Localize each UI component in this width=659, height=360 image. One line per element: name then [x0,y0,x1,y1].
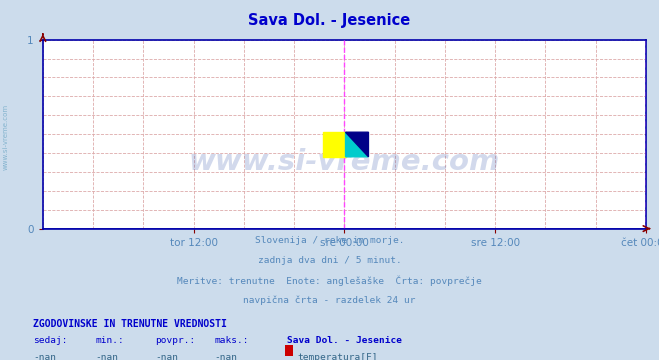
Text: www.si-vreme.com: www.si-vreme.com [2,104,9,170]
Text: -nan: -nan [33,353,56,360]
Text: min.:: min.: [96,336,125,345]
Text: ZGODOVINSKE IN TRENUTNE VREDNOSTI: ZGODOVINSKE IN TRENUTNE VREDNOSTI [33,319,227,329]
Text: navpična črta - razdelek 24 ur: navpična črta - razdelek 24 ur [243,295,416,305]
Text: temperatura[F]: temperatura[F] [298,353,378,360]
Text: maks.:: maks.: [214,336,248,345]
Text: www.si-vreme.com: www.si-vreme.com [188,148,500,176]
Text: sedaj:: sedaj: [33,336,67,345]
Text: -nan: -nan [155,353,178,360]
Text: povpr.:: povpr.: [155,336,195,345]
Polygon shape [345,132,368,157]
Text: zadnja dva dni / 5 minut.: zadnja dva dni / 5 minut. [258,256,401,265]
Polygon shape [345,132,368,157]
Text: Sava Dol. - Jesenice: Sava Dol. - Jesenice [248,13,411,28]
Text: -nan: -nan [214,353,237,360]
Bar [323,132,345,157]
Text: -nan: -nan [96,353,119,360]
Text: Slovenija / reke in morje.: Slovenija / reke in morje. [255,236,404,245]
Text: Sava Dol. - Jesenice: Sava Dol. - Jesenice [287,336,402,345]
Text: Meritve: trenutne  Enote: anglešaške  Črta: povprečje: Meritve: trenutne Enote: anglešaške Črta… [177,275,482,286]
